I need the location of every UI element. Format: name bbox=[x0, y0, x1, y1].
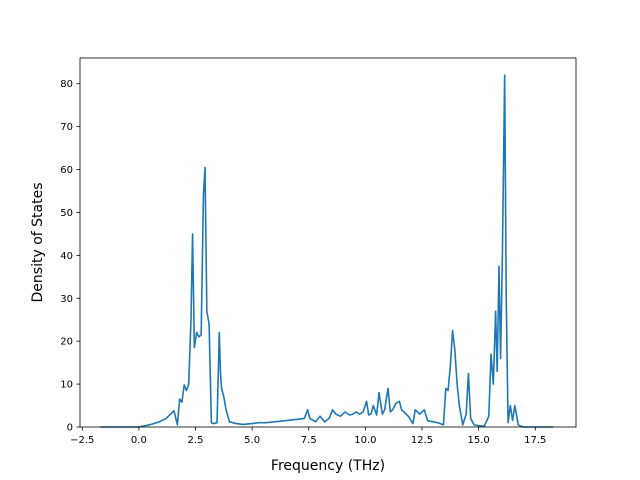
dos-series-line-0 bbox=[100, 74, 554, 428]
x-axis-title: Frequency (THz) bbox=[271, 458, 385, 474]
axes-frame bbox=[79, 57, 577, 428]
x-tick-label: 10.0 bbox=[354, 435, 376, 446]
y-tick-label: 20 bbox=[60, 337, 73, 348]
y-tick-label: 80 bbox=[60, 79, 73, 90]
y-tick-label: 10 bbox=[60, 380, 73, 391]
x-tick-label: 15.0 bbox=[467, 435, 489, 446]
y-axis-title: Density of States bbox=[30, 183, 46, 303]
x-axis: −2.5 0.0 2.5 5.0 7.5 10.0 12.5 15.0 17.5 bbox=[70, 427, 546, 446]
x-tick-label: 2.5 bbox=[188, 435, 204, 446]
y-tick-label: 0 bbox=[67, 423, 73, 434]
x-tick-label: 0.0 bbox=[131, 435, 147, 446]
x-tick-label: 7.5 bbox=[301, 435, 317, 446]
y-tick-label: 70 bbox=[60, 122, 73, 133]
y-tick-label: 30 bbox=[60, 294, 73, 305]
x-tick-label: 12.5 bbox=[411, 435, 433, 446]
x-tick-label: −2.5 bbox=[70, 435, 94, 446]
y-tick-label: 60 bbox=[60, 165, 73, 176]
y-tick-label: 40 bbox=[60, 251, 73, 262]
x-tick-label: 5.0 bbox=[244, 435, 260, 446]
plot-layer bbox=[100, 74, 554, 428]
x-tick-label: 17.5 bbox=[524, 435, 546, 446]
y-axis: 0 10 20 30 40 50 60 70 80 bbox=[60, 79, 80, 434]
y-tick-label: 50 bbox=[60, 208, 73, 219]
